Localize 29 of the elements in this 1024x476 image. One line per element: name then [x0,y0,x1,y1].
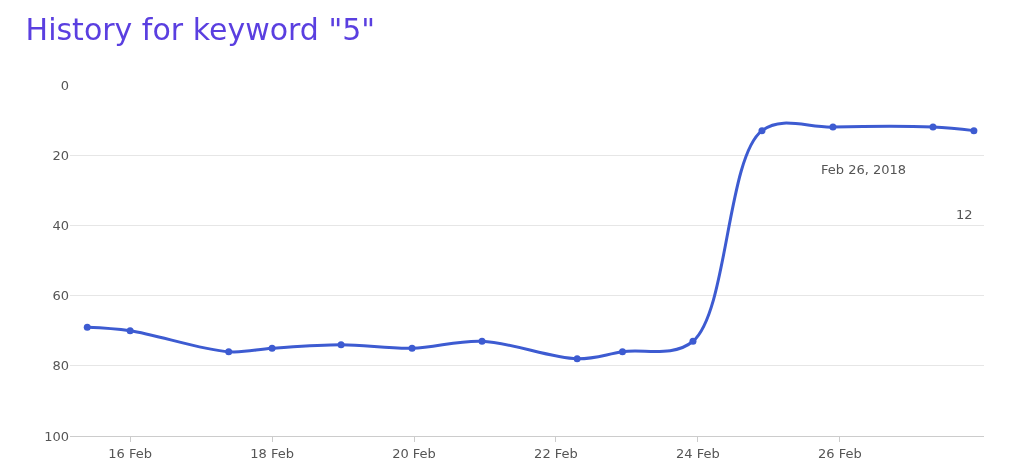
point [478,337,486,345]
x-tick-label: 20 Feb [392,445,436,461]
point [829,123,837,131]
y-tick-label: 60 [52,288,69,304]
x-tick-label: 16 Feb [108,445,152,461]
point [689,337,697,345]
point [618,348,626,356]
y-tick-label: 40 [52,217,69,233]
point [225,348,233,356]
point [83,323,91,331]
x-tick-label: 24 Feb [676,445,720,461]
x-tick-label: 26 Feb [817,445,862,461]
y-tick-label: 20 [52,147,69,163]
y-tick-label: 100 [44,428,69,444]
point [337,341,345,349]
y-tick-label: 0 [60,77,69,93]
annotation: Feb 26, 2018 [821,162,907,177]
point [929,123,937,131]
point [573,355,581,363]
point [268,344,276,352]
annotation: 12 [956,207,973,222]
point [970,127,978,135]
x-tick-label: 22 Feb [534,445,578,461]
chart-title: History for keyword "5" [25,12,376,48]
y-tick-label: 80 [52,358,69,374]
x-tick-label: 18 Feb [250,445,294,461]
point [408,344,416,352]
point [126,327,134,335]
point [758,127,766,135]
